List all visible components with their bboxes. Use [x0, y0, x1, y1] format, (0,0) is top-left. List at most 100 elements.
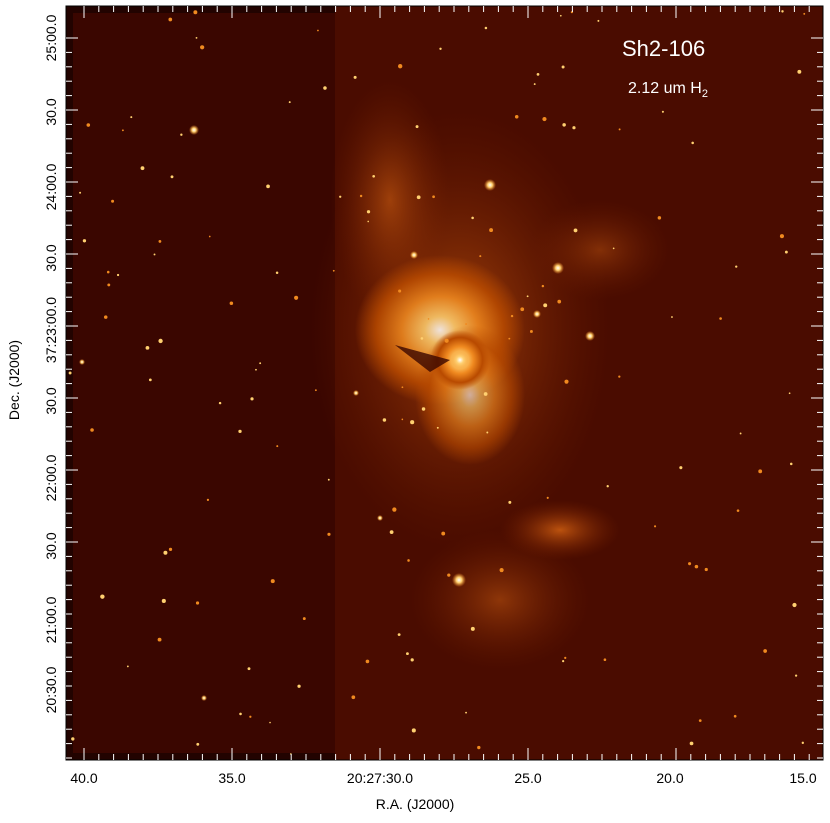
star	[585, 331, 595, 341]
faint-star	[733, 714, 737, 718]
faint-star	[612, 247, 615, 250]
faint-star	[365, 659, 370, 664]
faint-star	[401, 386, 404, 389]
faint-star	[564, 379, 569, 384]
faint-star	[195, 601, 200, 605]
faint-star	[276, 445, 279, 448]
faint-star	[116, 273, 120, 277]
star	[552, 262, 564, 274]
faint-star	[269, 721, 271, 724]
faint-star	[249, 715, 252, 718]
faint-star	[542, 116, 547, 122]
faint-star	[372, 174, 376, 178]
faint-star	[477, 745, 481, 750]
x-tick-label: 40.0	[70, 770, 98, 786]
faint-star	[541, 284, 545, 288]
faint-star	[68, 371, 72, 375]
faint-star	[536, 72, 540, 76]
y-tick-label: 25:00.0	[43, 14, 59, 62]
y-tick-label: 30.0	[43, 532, 59, 560]
faint-star	[671, 316, 673, 318]
faint-star	[86, 123, 91, 127]
faint-star	[107, 283, 111, 287]
star	[353, 390, 359, 396]
faint-star	[739, 432, 742, 435]
faint-star	[736, 509, 740, 512]
faint-star	[145, 345, 150, 350]
faint-star	[719, 317, 722, 320]
y-tick-label: 22:00.0	[43, 454, 59, 502]
star	[451, 351, 469, 369]
star	[79, 359, 85, 365]
faint-star	[406, 652, 409, 656]
nebula	[66, 6, 823, 760]
faint-star	[121, 129, 124, 132]
faint-star	[444, 338, 449, 343]
faint-star	[559, 14, 562, 17]
faint-star	[250, 397, 254, 401]
star	[189, 125, 199, 135]
faint-star	[618, 128, 621, 131]
y-tick-label: 30.0	[43, 244, 59, 272]
faint-star	[514, 115, 519, 119]
star	[410, 251, 418, 259]
faint-star	[314, 389, 317, 392]
faint-star	[90, 428, 94, 432]
faint-star	[168, 17, 173, 22]
y-tick-label: 21:00.0	[43, 596, 59, 644]
faint-star	[195, 36, 198, 39]
x-tick-label: 20.0	[656, 770, 684, 786]
faint-star	[323, 86, 327, 90]
faint-star	[229, 301, 234, 305]
faint-star	[100, 594, 105, 599]
faint-star	[327, 478, 330, 481]
faint-star	[359, 194, 363, 198]
faint-star	[479, 255, 482, 258]
faint-star	[688, 562, 692, 566]
x-tick-label: 25.0	[514, 770, 542, 786]
faint-star	[161, 598, 166, 603]
faint-star	[302, 617, 306, 621]
faint-star	[339, 195, 342, 198]
faint-star	[401, 418, 404, 421]
y-tick-label: 20:30.0	[43, 666, 59, 714]
faint-star	[163, 550, 168, 555]
x-tick-label: 35.0	[218, 770, 246, 786]
faint-star	[781, 10, 784, 13]
faint-star	[270, 579, 275, 584]
faint-star	[126, 665, 129, 668]
faint-star	[698, 719, 702, 723]
faint-star	[111, 199, 115, 203]
faint-star	[499, 568, 504, 573]
faint-star	[416, 195, 421, 200]
faint-star	[157, 637, 162, 642]
faint-star	[529, 330, 533, 333]
faint-star	[788, 392, 791, 395]
faint-star	[465, 323, 468, 326]
faint-star	[259, 362, 262, 365]
faint-star	[297, 684, 301, 688]
faint-star	[275, 271, 279, 274]
faint-star	[332, 269, 335, 272]
faint-star	[533, 83, 536, 86]
faint-star	[158, 240, 162, 243]
faint-star	[411, 728, 416, 733]
faint-star	[794, 674, 798, 677]
faint-star	[106, 270, 110, 274]
faint-star	[439, 47, 442, 50]
x-axis-title: R.A. (J2000)	[375, 796, 455, 812]
faint-star	[366, 210, 371, 214]
faint-star	[327, 532, 331, 536]
faint-star	[397, 633, 401, 637]
faint-star	[561, 65, 565, 69]
faint-star	[526, 295, 529, 298]
faint-star	[603, 658, 607, 661]
faint-star	[597, 19, 600, 22]
star	[377, 515, 383, 521]
star	[452, 573, 466, 587]
faint-star	[398, 289, 402, 293]
y-tick-label: 37:23:00.0	[43, 296, 59, 364]
faint-star	[180, 133, 183, 136]
faint-star	[148, 378, 152, 382]
